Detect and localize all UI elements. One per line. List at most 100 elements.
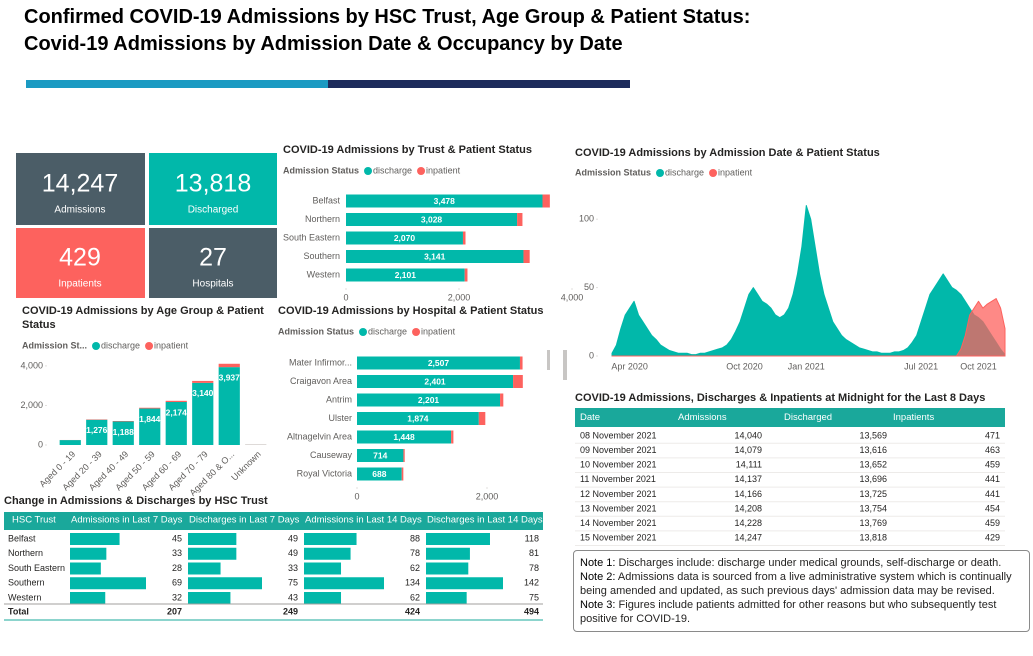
column-header: Admissions in Last 14 Days xyxy=(305,515,422,526)
table-cell: 14,166 xyxy=(734,489,762,499)
table-cell: 45 xyxy=(172,533,182,543)
kpi-tile xyxy=(16,228,145,298)
legend-label: inpatient xyxy=(718,167,753,177)
y-tick-label: 50 xyxy=(584,282,594,292)
bar-segment xyxy=(346,194,543,208)
table-cell: 49 xyxy=(288,533,298,543)
legend-title: Admission Status xyxy=(283,165,359,175)
column-header: Inpatients xyxy=(893,412,934,423)
bar-segment xyxy=(165,402,187,445)
bar-segment xyxy=(357,356,520,370)
data-bar xyxy=(70,562,101,575)
table-cell: 459 xyxy=(985,460,1000,470)
kpi-value: 429 xyxy=(59,244,101,272)
table-cell: 75 xyxy=(529,592,539,602)
legend-label: discharge xyxy=(101,340,140,350)
table-cell: 429 xyxy=(985,533,1000,543)
legend-marker xyxy=(709,169,718,177)
x-tick-label: Apr 2020 xyxy=(611,361,648,371)
table-cell: 75 xyxy=(288,578,298,588)
bar-segment xyxy=(86,419,108,445)
bar-segment xyxy=(346,213,518,226)
table-cell: 14 November 2021 xyxy=(580,518,657,528)
table-cell: 08 November 2021 xyxy=(580,430,657,440)
table-cell: 69 xyxy=(172,578,182,588)
chart-title: COVID-19 Admissions by Hospital & Patien… xyxy=(278,305,544,317)
y-tick-label: Royal Victoria xyxy=(297,468,352,478)
data-label: 2,201 xyxy=(418,395,440,405)
bar-segment xyxy=(357,412,479,425)
legend-marker xyxy=(359,328,368,336)
y-tick-label: Belfast xyxy=(312,195,340,205)
y-tick-label: Northern xyxy=(305,214,340,224)
kpi-value: 27 xyxy=(199,244,227,272)
data-label: 2,070 xyxy=(394,233,416,243)
data-bar xyxy=(188,533,237,545)
table-cell: 14,137 xyxy=(734,474,762,484)
x-tick-label: Jan 2021 xyxy=(788,361,825,371)
table-cell: 32 xyxy=(172,592,182,602)
data-bar xyxy=(188,562,221,575)
total-cell: 249 xyxy=(283,606,298,616)
y-tick-label: 4,000 xyxy=(20,360,43,370)
note-text: Admissions data is sourced from a live a… xyxy=(580,571,1012,597)
table-cell: 10 November 2021 xyxy=(580,460,657,470)
data-label: 2,174 xyxy=(166,407,188,417)
bar-segment xyxy=(542,194,550,208)
bar-segment xyxy=(139,407,161,409)
legend-label: inpatient xyxy=(154,340,189,350)
table-cell: Southern xyxy=(8,578,45,588)
bar-segment xyxy=(523,250,530,263)
note-label: Note 1: xyxy=(580,557,616,569)
data-bar xyxy=(70,592,106,604)
table-cell: 33 xyxy=(288,563,298,573)
total-cell: 494 xyxy=(524,606,539,616)
bar-segment xyxy=(462,231,466,245)
legend-marker xyxy=(145,342,154,350)
table-cell: 14,228 xyxy=(734,518,762,528)
bar-segment xyxy=(513,375,523,388)
y-tick-label: South Eastern xyxy=(283,232,340,242)
data-bar xyxy=(188,547,237,560)
data-bar xyxy=(426,562,469,575)
legend-title: Admission Status xyxy=(278,326,354,336)
legend-label: inpatient xyxy=(421,326,456,336)
table-cell: 81 xyxy=(529,548,539,558)
sort-icon[interactable] xyxy=(10,531,18,535)
table-cell: 13,696 xyxy=(859,474,887,484)
table-cell: 33 xyxy=(172,548,182,558)
bar-segment xyxy=(218,367,240,445)
table-cell: 118 xyxy=(525,533,539,543)
scrollbar[interactable] xyxy=(547,350,550,370)
column-header: Discharges in Last 14 Days xyxy=(427,515,543,526)
table-cell: 88 xyxy=(410,533,420,543)
data-bar xyxy=(304,533,357,545)
y-tick-label: Antrim xyxy=(326,394,352,404)
data-label: 2,401 xyxy=(424,376,446,386)
column-header: HSC Trust xyxy=(12,515,56,526)
data-label: 2,507 xyxy=(428,358,450,368)
data-label: 688 xyxy=(372,469,386,479)
chart-title: COVID-19 Admissions by Age Group & Patie… xyxy=(22,305,264,331)
page-title: Covid-19 Admissions by Admission Date & … xyxy=(24,33,623,55)
table-cell: 14,079 xyxy=(734,445,762,455)
column-header: Discharged xyxy=(784,412,832,423)
y-tick-label: Craigavon Area xyxy=(290,376,352,386)
scrollbar[interactable] xyxy=(563,350,567,380)
data-bar xyxy=(304,592,342,604)
table-cell: 14,040 xyxy=(734,430,762,440)
table-cell: 13,569 xyxy=(859,430,887,440)
note-label: Note 3: xyxy=(580,599,616,611)
data-label: 1,448 xyxy=(393,432,415,442)
table-cell: 454 xyxy=(985,503,1000,513)
bar-segment xyxy=(346,231,463,245)
bar-segment xyxy=(59,440,81,445)
table-cell: 49 xyxy=(288,548,298,558)
y-tick-label: Mater Infirmor... xyxy=(289,357,352,367)
total-cell: 207 xyxy=(167,606,182,616)
y-tick-label: Causeway xyxy=(310,450,353,460)
x-tick-label: 0 xyxy=(354,491,359,501)
data-bar xyxy=(70,533,120,545)
